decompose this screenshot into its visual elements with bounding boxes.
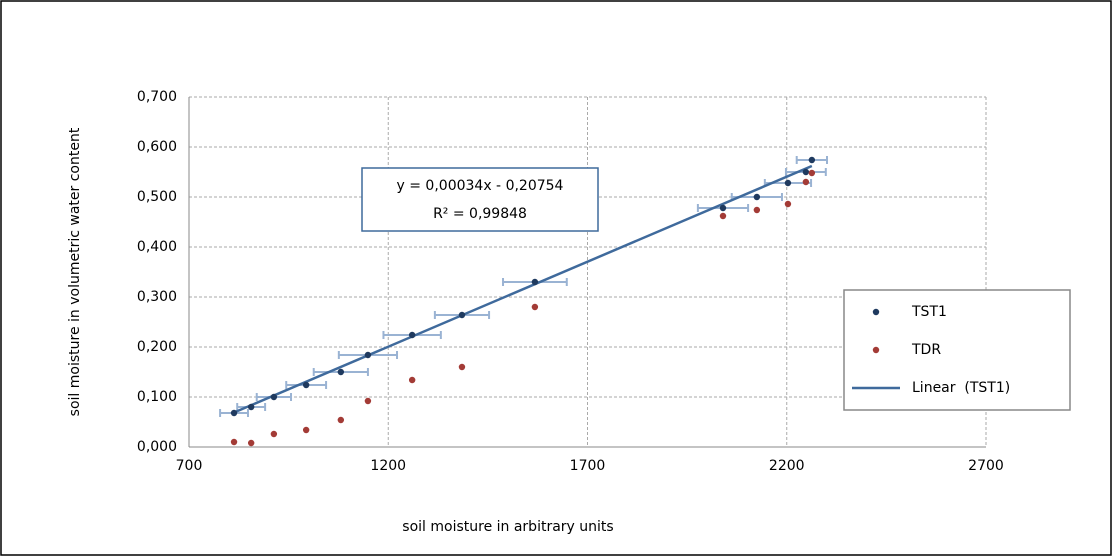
point [247, 439, 255, 447]
point [802, 178, 810, 186]
x-tick-label: 2200 [769, 458, 805, 474]
point [719, 212, 727, 220]
x-tick-label: 2700 [968, 458, 1004, 474]
y-tick-label: 0,500 [137, 189, 177, 205]
point [719, 204, 727, 212]
y-tick-label: 0,200 [137, 339, 177, 355]
annotation-box [361, 167, 599, 232]
point [753, 193, 761, 201]
trend-line [233, 164, 813, 414]
point [458, 363, 466, 371]
legend-label: TST1 [911, 304, 947, 320]
point [408, 331, 416, 339]
x-tick-label: 700 [176, 458, 203, 474]
point [337, 368, 345, 376]
point [270, 393, 278, 401]
annotation: R² = 0,99848 [433, 206, 527, 222]
point [531, 278, 539, 286]
point [230, 438, 238, 446]
x-tick-label: 1200 [370, 458, 406, 474]
point [364, 351, 372, 359]
y-tick-label: 0,000 [137, 439, 177, 455]
point [802, 168, 810, 176]
point [784, 200, 792, 208]
point [458, 311, 466, 319]
legend-box [843, 289, 1071, 411]
y-tick-label: 0,700 [137, 89, 177, 105]
legend-marker [872, 346, 880, 354]
legend-label: TDR [911, 342, 941, 358]
legend-label: Linear (TST1) [912, 380, 1010, 396]
annotation: y = 0,00034x - 0,20754 [397, 178, 564, 194]
point [408, 376, 416, 384]
point [784, 179, 792, 187]
point [808, 169, 816, 177]
legend-marker [872, 308, 880, 316]
point [531, 303, 539, 311]
point [302, 426, 310, 434]
y-tick-label: 0,300 [137, 289, 177, 305]
point [247, 403, 255, 411]
x-tick-label: 1700 [570, 458, 606, 474]
point [364, 397, 372, 405]
y-axis-label: soil moisture in volumetric water conten… [67, 127, 83, 416]
y-tick-label: 0,100 [137, 389, 177, 405]
x-axis-label: soil moisture in arbitrary units [402, 519, 613, 535]
point [337, 416, 345, 424]
point [270, 430, 278, 438]
point [753, 206, 761, 214]
point [302, 381, 310, 389]
point [808, 156, 816, 164]
y-tick-label: 0,600 [137, 139, 177, 155]
point [230, 409, 238, 417]
y-tick-label: 0,400 [137, 239, 177, 255]
